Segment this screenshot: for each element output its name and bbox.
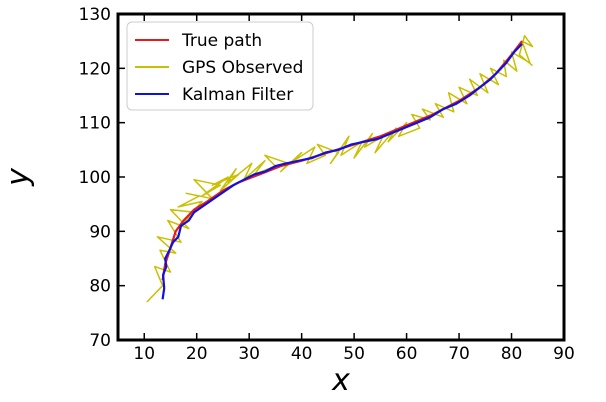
plot-series	[146, 34, 534, 303]
legend-label: True path	[181, 31, 262, 51]
y-tick-label: 100	[79, 168, 111, 188]
legend-label: Kalman Filter	[182, 85, 293, 105]
y-tick-label: 80	[89, 277, 111, 297]
series-line-gps-observed	[146, 34, 534, 303]
y-tick-label: 90	[89, 222, 111, 242]
y-tick-label: 110	[79, 114, 111, 134]
y-tick-label: 130	[79, 5, 111, 25]
legend-label: GPS Observed	[182, 58, 303, 78]
y-tick-labels: 70 80 90 100 110 120 130	[79, 5, 111, 351]
x-tick-label: 20	[186, 344, 208, 364]
legend-box	[126, 21, 314, 111]
x-tick-labels: 10 20 30 40 50 60 70 80 90	[133, 344, 574, 364]
x-tick-label: 80	[501, 344, 523, 364]
x-tick-label: 90	[553, 344, 575, 364]
y-axis-label: y	[1, 167, 36, 187]
x-tick-label: 10	[133, 344, 155, 364]
legend: True path GPS Observed Kalman Filter	[126, 21, 314, 111]
x-tick-label: 60	[396, 344, 418, 364]
plot-frame	[116, 12, 566, 342]
y-tick-label: 120	[79, 59, 111, 79]
y-tick-label: 70	[89, 331, 111, 351]
x-tick-label: 30	[238, 344, 260, 364]
x-tick-label: 70	[448, 344, 470, 364]
x-axis-label: x	[331, 363, 350, 398]
x-tick-label: 50	[343, 344, 365, 364]
series-line-kalman-filter	[161, 43, 523, 300]
x-tick-label: 40	[291, 344, 313, 364]
